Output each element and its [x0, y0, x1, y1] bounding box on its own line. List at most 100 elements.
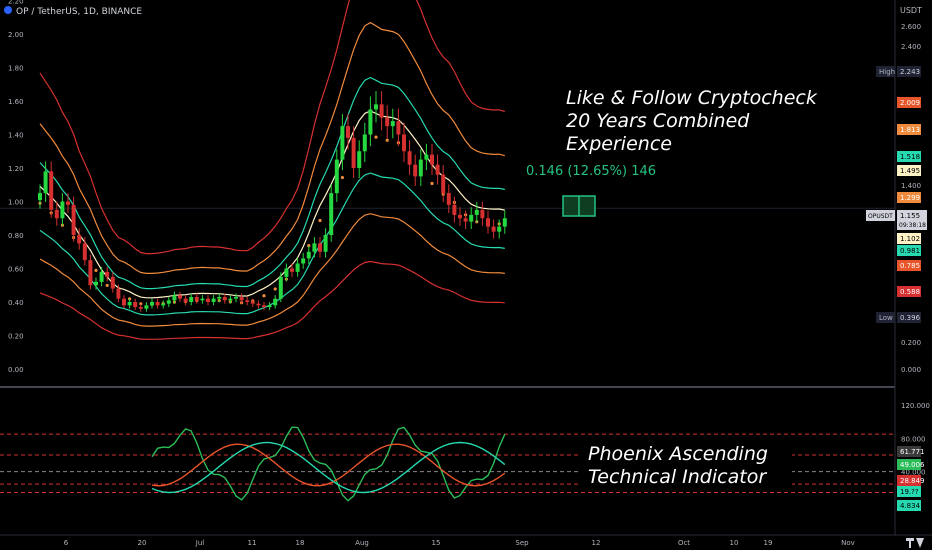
price-axis[interactable]: USDT	[900, 6, 922, 15]
candle-body	[273, 298, 278, 306]
candle-body	[430, 154, 434, 165]
candle-body	[256, 303, 261, 306]
low-value: 0.396	[900, 314, 921, 322]
trend-dot	[318, 218, 322, 223]
candle-body	[234, 296, 238, 299]
trend-dot	[374, 135, 378, 139]
left-price-tick: 0.40	[8, 299, 24, 307]
current-price: 1.155	[900, 212, 920, 220]
low-label-box	[876, 312, 895, 323]
candle-body	[396, 121, 401, 135]
tradingview-logo[interactable]	[906, 538, 924, 548]
candle-body	[183, 298, 188, 302]
currency-label: USDT	[900, 6, 922, 15]
high-value: 2.243	[900, 68, 920, 76]
symbol-legend[interactable]: OP / TetherUS, 1D, BINANCE	[4, 6, 142, 17]
candle-body	[99, 271, 104, 282]
time-label: Aug	[355, 539, 369, 547]
oscillator-slow-line	[151, 441, 506, 494]
price-badge	[897, 124, 921, 135]
current-price-marker: OPUSDT 1.155 09:38:18	[866, 210, 927, 230]
candle-body	[110, 276, 115, 289]
candle-body	[340, 126, 345, 160]
symbol-title: OP / TetherUS, 1D, BINANCE	[16, 7, 142, 17]
trend-dot	[105, 283, 109, 288]
price-badge	[897, 165, 921, 176]
high-label: High	[879, 68, 895, 76]
time-label: 20	[138, 539, 147, 547]
price-badge-value: 1.813	[900, 126, 920, 134]
time-axis[interactable]: 6 20 Jul 11 18 Aug 15 Sep 12 Oct 10 19 Nov	[64, 539, 855, 547]
candle-body	[318, 243, 322, 252]
candle-body	[43, 171, 48, 194]
outer-lower-band	[39, 260, 505, 340]
time-label: 11	[248, 539, 257, 547]
left-price-tick: 1.60	[8, 98, 24, 106]
lower-band-2	[39, 213, 505, 327]
time-label: Nov	[841, 539, 855, 547]
candle-body	[301, 258, 306, 264]
candle-body	[334, 159, 339, 194]
candle-body	[497, 226, 502, 232]
trend-dot	[385, 138, 389, 142]
price-badge-value: 2.009	[900, 99, 920, 107]
candle-body	[194, 296, 199, 301]
candle-body	[66, 201, 70, 205]
trend-dot	[139, 302, 143, 306]
candle-body	[161, 303, 166, 306]
candle-body	[357, 151, 362, 168]
candle-body	[452, 204, 457, 215]
price-badge	[897, 245, 921, 256]
current-countdown: 09:38:18	[899, 222, 926, 229]
price-badge-value: 1.102	[900, 235, 920, 243]
candle-body	[82, 243, 87, 261]
high-value-box	[897, 66, 921, 77]
candle-body	[150, 302, 154, 306]
candle-body	[374, 104, 378, 110]
candle-body	[94, 281, 98, 286]
oscillator-badge	[897, 459, 921, 470]
trend-dot	[262, 294, 266, 298]
right-price-tick: 1.400	[901, 182, 921, 190]
candle-body	[469, 214, 474, 222]
time-label: 19	[764, 539, 773, 547]
candle-body	[38, 193, 42, 201]
price-badge	[897, 260, 921, 271]
candle-body	[502, 218, 507, 227]
time-label: Jul	[195, 539, 205, 547]
left-price-tick: 0.60	[8, 266, 24, 274]
trend-dot	[273, 287, 277, 291]
trend-dot	[430, 181, 434, 186]
measure-text: 0.146 (12.65%) 146	[526, 164, 656, 179]
high-marker: High 2.243	[876, 66, 921, 77]
candle-body	[491, 226, 496, 232]
left-price-tick: 2.00	[8, 31, 24, 39]
oscillator-fast-line	[151, 426, 506, 502]
oscillator-tick: 120.000	[901, 402, 930, 410]
indicator-banner-line1: Phoenix Ascending	[588, 443, 768, 465]
candle-body	[458, 214, 462, 219]
price-badge	[897, 97, 921, 108]
symbol-icon	[4, 6, 12, 14]
lower-band-1	[39, 172, 505, 316]
price-badge-value: 0.981	[900, 247, 920, 255]
time-label: 6	[64, 539, 69, 547]
upper-band-1	[39, 76, 505, 290]
candle-body	[295, 263, 300, 272]
price-badge	[897, 286, 921, 297]
candle-body	[222, 296, 227, 301]
left-price-tick: 0.20	[8, 333, 24, 341]
candle-body	[435, 164, 440, 175]
candle-body	[189, 296, 194, 302]
candle-body	[446, 193, 451, 205]
candle-body	[351, 137, 356, 168]
indicator-banner-line2: Technical Indicator	[588, 466, 767, 488]
time-label: Sep	[515, 539, 529, 547]
oscillator-tick: 80.000	[901, 435, 926, 443]
trend-dot	[94, 268, 98, 272]
candle-body	[239, 296, 244, 301]
oscillator-badge-value: 19.??	[900, 488, 919, 496]
price-badges: 2.009 1.813 1.518 1.495 1.299 1.102 0.981 0.785…	[897, 97, 921, 297]
